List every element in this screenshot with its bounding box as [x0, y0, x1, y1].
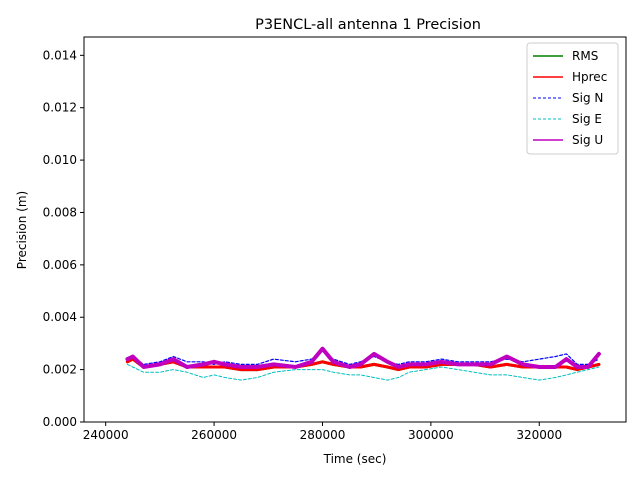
y-tick-label: 0.010	[43, 153, 77, 167]
x-axis-label: Time (sec)	[323, 452, 387, 466]
series-layer	[125, 346, 601, 381]
series-line-sig-n	[126, 350, 600, 365]
y-tick-label: 0.002	[43, 363, 77, 377]
chart-title: P3ENCL-all antenna 1 Precision	[255, 17, 481, 33]
legend: RMS Hprec Sig N Sig E Sig U	[526, 42, 619, 155]
y-tick-label: 0.008	[43, 205, 77, 219]
y-axis-ticks: 0.000 0.002 0.004 0.006 0.008 0.010 0.012 0.014	[43, 48, 84, 429]
x-axis-ticks: 240000 260000 280000 300000 320000	[83, 422, 562, 442]
y-tick-label: 0.012	[43, 101, 77, 115]
x-tick-label: 240000	[83, 428, 129, 442]
series-line-sig-e	[126, 363, 600, 381]
legend-label: Sig N	[572, 91, 603, 105]
y-tick-label: 0.000	[43, 415, 77, 429]
legend-label: Sig E	[572, 112, 602, 126]
y-axis-label: Precision (m)	[15, 191, 29, 269]
legend-items: RMS Hprec Sig N Sig E Sig U	[533, 49, 607, 147]
x-tick-label: 260000	[191, 428, 237, 442]
x-tick-label: 320000	[516, 428, 562, 442]
series-line-sig-u	[125, 346, 601, 369]
x-tick-label: 280000	[300, 428, 346, 442]
legend-label: RMS	[572, 49, 598, 63]
legend-box	[526, 42, 619, 155]
x-tick-label: 300000	[408, 428, 454, 442]
y-tick-label: 0.004	[43, 310, 77, 324]
y-tick-label: 0.014	[43, 48, 77, 62]
plot-frame	[83, 36, 627, 423]
legend-label: Hprec	[572, 70, 607, 84]
legend-label: Sig U	[572, 133, 603, 147]
y-tick-label: 0.006	[43, 258, 77, 272]
